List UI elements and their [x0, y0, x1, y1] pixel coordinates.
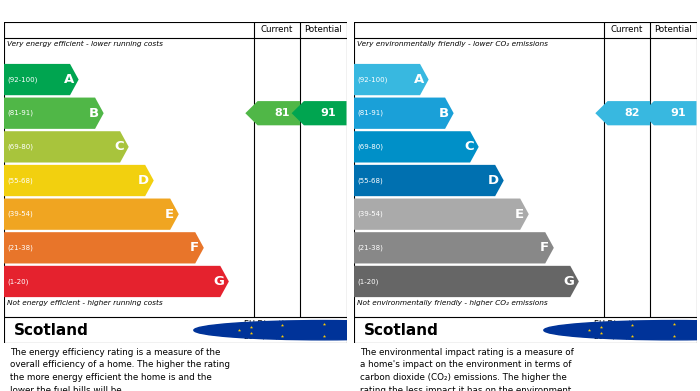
Polygon shape	[354, 232, 554, 264]
Text: Scotland: Scotland	[14, 323, 89, 338]
Text: (81-91): (81-91)	[8, 110, 34, 117]
Polygon shape	[354, 64, 428, 95]
Text: Potential: Potential	[654, 25, 692, 34]
Text: EU Directive
2002/91/EC: EU Directive 2002/91/EC	[244, 320, 293, 341]
Text: D: D	[488, 174, 499, 187]
Text: B: B	[439, 107, 449, 120]
Text: (92-100): (92-100)	[8, 76, 38, 83]
Text: Potential: Potential	[304, 25, 342, 34]
Text: (39-54): (39-54)	[8, 211, 34, 217]
Text: A: A	[414, 73, 424, 86]
Polygon shape	[4, 64, 78, 95]
Text: Very energy efficient - lower running costs: Very energy efficient - lower running co…	[7, 41, 163, 47]
Text: Environmental Impact (CO₂) Rating: Environmental Impact (CO₂) Rating	[358, 5, 621, 19]
Polygon shape	[354, 131, 479, 163]
Text: 91: 91	[321, 108, 337, 118]
Text: G: G	[564, 275, 575, 288]
Circle shape	[544, 321, 700, 340]
Text: (55-68): (55-68)	[358, 177, 384, 184]
Text: (92-100): (92-100)	[358, 76, 388, 83]
Polygon shape	[354, 266, 579, 297]
Text: (69-80): (69-80)	[8, 143, 34, 150]
Polygon shape	[4, 165, 154, 196]
Text: D: D	[138, 174, 149, 187]
Polygon shape	[354, 165, 504, 196]
Text: 81: 81	[274, 108, 290, 118]
Text: Not environmentally friendly - higher CO₂ emissions: Not environmentally friendly - higher CO…	[357, 300, 547, 306]
Text: (55-68): (55-68)	[8, 177, 34, 184]
Text: F: F	[190, 241, 199, 254]
Polygon shape	[595, 101, 650, 126]
Polygon shape	[245, 101, 300, 126]
Polygon shape	[354, 199, 528, 230]
Text: 82: 82	[624, 108, 640, 118]
Text: Energy Efficiency Rating: Energy Efficiency Rating	[8, 5, 192, 19]
Polygon shape	[4, 266, 229, 297]
Polygon shape	[354, 98, 454, 129]
Text: Current: Current	[261, 25, 293, 34]
Text: (21-38): (21-38)	[8, 245, 34, 251]
Text: B: B	[89, 107, 99, 120]
Text: A: A	[64, 73, 74, 86]
Polygon shape	[292, 101, 346, 126]
Text: G: G	[214, 275, 225, 288]
Circle shape	[194, 321, 454, 340]
Text: Scotland: Scotland	[364, 323, 439, 338]
Text: EU Directive
2002/91/EC: EU Directive 2002/91/EC	[594, 320, 643, 341]
Text: Current: Current	[611, 25, 643, 34]
Polygon shape	[4, 199, 178, 230]
Text: The environmental impact rating is a measure of
a home's impact on the environme: The environmental impact rating is a mea…	[360, 348, 574, 391]
Text: (39-54): (39-54)	[358, 211, 384, 217]
Text: (1-20): (1-20)	[358, 278, 379, 285]
Text: E: E	[515, 208, 524, 221]
Polygon shape	[4, 98, 104, 129]
Text: C: C	[115, 140, 124, 153]
Text: 91: 91	[671, 108, 687, 118]
Polygon shape	[4, 232, 204, 264]
Text: (1-20): (1-20)	[8, 278, 29, 285]
Text: (81-91): (81-91)	[358, 110, 384, 117]
Text: F: F	[540, 241, 550, 254]
Text: Not energy efficient - higher running costs: Not energy efficient - higher running co…	[7, 300, 162, 306]
Text: C: C	[465, 140, 474, 153]
Text: The energy efficiency rating is a measure of the
overall efficiency of a home. T: The energy efficiency rating is a measur…	[10, 348, 230, 391]
Text: (69-80): (69-80)	[358, 143, 384, 150]
Polygon shape	[4, 131, 129, 163]
Text: E: E	[165, 208, 174, 221]
Polygon shape	[642, 101, 696, 126]
Text: Very environmentally friendly - lower CO₂ emissions: Very environmentally friendly - lower CO…	[357, 41, 548, 47]
Text: (21-38): (21-38)	[358, 245, 384, 251]
